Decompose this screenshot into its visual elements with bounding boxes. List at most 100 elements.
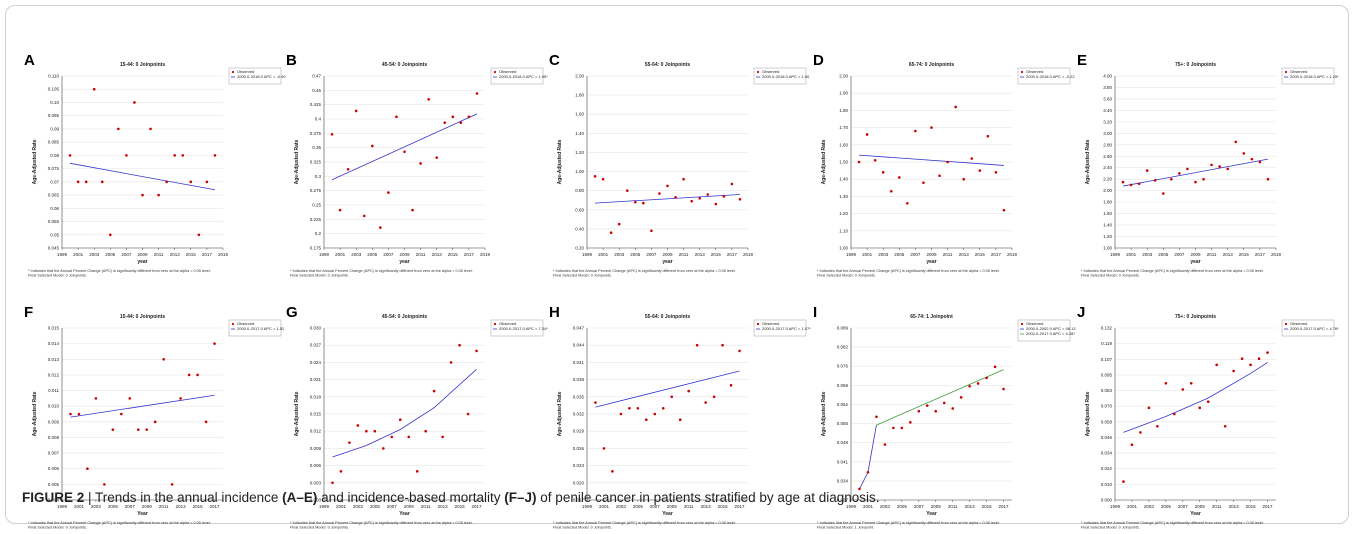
y-tick-label: 0.065 <box>48 193 60 198</box>
data-point <box>865 133 869 136</box>
data-point <box>128 397 132 400</box>
data-point <box>339 470 343 473</box>
y-tick-label: 0.076 <box>837 364 849 369</box>
data-point <box>1198 406 1202 410</box>
x-tick-label: 2015 <box>718 504 729 509</box>
y-tick-label: 0.105 <box>48 87 60 92</box>
legend-box <box>1017 319 1071 342</box>
data-point <box>670 395 674 399</box>
caption-text-2: and incidence-based mortality <box>317 490 505 505</box>
data-point <box>187 373 191 377</box>
x-tick-label: 2007 <box>387 504 398 509</box>
x-tick-label: 2013 <box>1223 252 1234 257</box>
legend-entry: Observed <box>1026 321 1043 326</box>
data-point <box>451 115 455 119</box>
legend-box <box>490 67 544 85</box>
y-tick-label: 0.070 <box>1101 404 1113 409</box>
chart-svg: 75+: 0 Joinpoints 0.000 0.010 0.022 0.034 0.0… <box>1081 314 1339 530</box>
y-tick-label: 0.07 <box>50 179 59 184</box>
data-point <box>661 406 665 410</box>
data-point <box>609 231 613 235</box>
data-point <box>730 182 734 186</box>
y-tick-label: 0.47 <box>312 74 321 79</box>
x-tick-label: 2009 <box>399 252 410 257</box>
data-point <box>875 415 878 419</box>
data-point <box>738 349 741 353</box>
y-tick-label: 1.60 <box>839 142 848 147</box>
x-tick-label: 1999 <box>319 252 330 257</box>
data-point <box>619 412 623 416</box>
legend-box <box>1017 67 1071 85</box>
y-tick-label: 0.015 <box>48 326 60 331</box>
x-tick-label: 2011 <box>159 504 169 509</box>
x-tick-label: 2009 <box>667 504 678 509</box>
data-point <box>1156 424 1159 428</box>
data-point <box>1232 369 1235 373</box>
legend-marker <box>1020 70 1024 74</box>
y-tick-label: 0.010 <box>1101 482 1113 487</box>
y-tick-label: 1.20 <box>839 211 848 216</box>
y-tick-label: 0.041 <box>837 459 849 464</box>
chart-title: 15-44: 0 Joinpoints <box>120 314 166 320</box>
x-tick-label: 2011 <box>421 504 431 509</box>
data-point <box>1242 152 1246 155</box>
y-tick-label: 2.40 <box>1103 165 1112 170</box>
chart-note: * Indicates that the Annual Percent Chan… <box>28 269 211 273</box>
panel-letter: I <box>813 304 818 321</box>
y-tick-label: 0.058 <box>1101 419 1113 424</box>
data-point <box>84 180 88 184</box>
chart-note: * Indicates that the Annual Percent Chan… <box>553 269 736 273</box>
data-point <box>729 384 733 387</box>
data-point <box>1145 169 1149 172</box>
chart-panel-i: I 65-74: 1 Joinpoint 0.027 0.034 0.041 0.048 0… <box>807 304 1076 534</box>
x-tick-label: 2001 <box>598 252 609 257</box>
data-point <box>356 424 360 427</box>
x-tick-label: 2007 <box>650 504 661 509</box>
data-point <box>722 195 726 198</box>
data-point <box>213 342 216 345</box>
y-axis-label: Age-Adjusted Rate <box>32 391 38 436</box>
x-tick-label: 2003 <box>616 504 627 509</box>
y-tick-label: 0.25 <box>312 203 321 208</box>
x-tick-label: 2019 <box>743 252 754 257</box>
data-point <box>658 192 661 195</box>
data-point <box>593 175 597 178</box>
y-tick-label: 0.082 <box>837 345 849 350</box>
y-tick-label: 1.60 <box>575 112 584 117</box>
data-point <box>204 420 208 424</box>
data-point <box>1186 167 1189 171</box>
data-point <box>1258 160 1262 164</box>
data-point <box>197 233 201 237</box>
fit-line <box>859 154 1004 166</box>
x-axis-label: Year <box>1190 511 1201 517</box>
data-point <box>900 426 904 430</box>
legend-entry: 2000.0-2018.0 APC = -0.90 <box>237 74 286 79</box>
chart-note: Final Selected Model: 0 Joinpoints. <box>553 526 612 530</box>
x-tick-label: 2011 <box>684 504 694 509</box>
data-point <box>934 409 938 413</box>
y-tick-label: 0.10 <box>50 100 59 105</box>
y-tick-label: 0.000 <box>1101 498 1113 503</box>
x-tick-label: 1999 <box>1110 504 1121 509</box>
x-tick-label: 2001 <box>862 252 873 257</box>
data-point <box>100 180 104 184</box>
chart-title: 45-54: 0 Joinpoints <box>382 62 428 68</box>
legend-marker <box>756 322 760 326</box>
x-axis-label: Year <box>137 511 148 517</box>
chart-svg: 65-74: 1 Joinpoint 0.027 0.034 0.041 0.048 0.… <box>817 314 1076 530</box>
data-point <box>930 126 933 129</box>
y-tick-label: 0.085 <box>48 140 60 145</box>
panel-letter: A <box>24 52 35 69</box>
legend-entry: 2000.0-2002.0 APC = 98.13 <box>1026 326 1076 331</box>
data-point <box>390 435 394 439</box>
legend-box <box>228 67 282 85</box>
x-tick-label: 2007 <box>121 252 132 257</box>
chart-svg: 15-44: 0 Joinpoints 0.004 0.005 0.006 0.007 0… <box>28 314 285 530</box>
chart-note: Final Selected Model: 0 Joinpoints. <box>28 274 87 278</box>
data-point <box>157 193 160 197</box>
x-tick-label: 2013 <box>170 252 181 257</box>
y-tick-label: 0.095 <box>1101 372 1113 377</box>
data-point <box>628 406 631 410</box>
chart-panel-j: J 75+: 0 Joinpoints 0.000 0.010 0.022 0.034 0.… <box>1071 304 1339 534</box>
